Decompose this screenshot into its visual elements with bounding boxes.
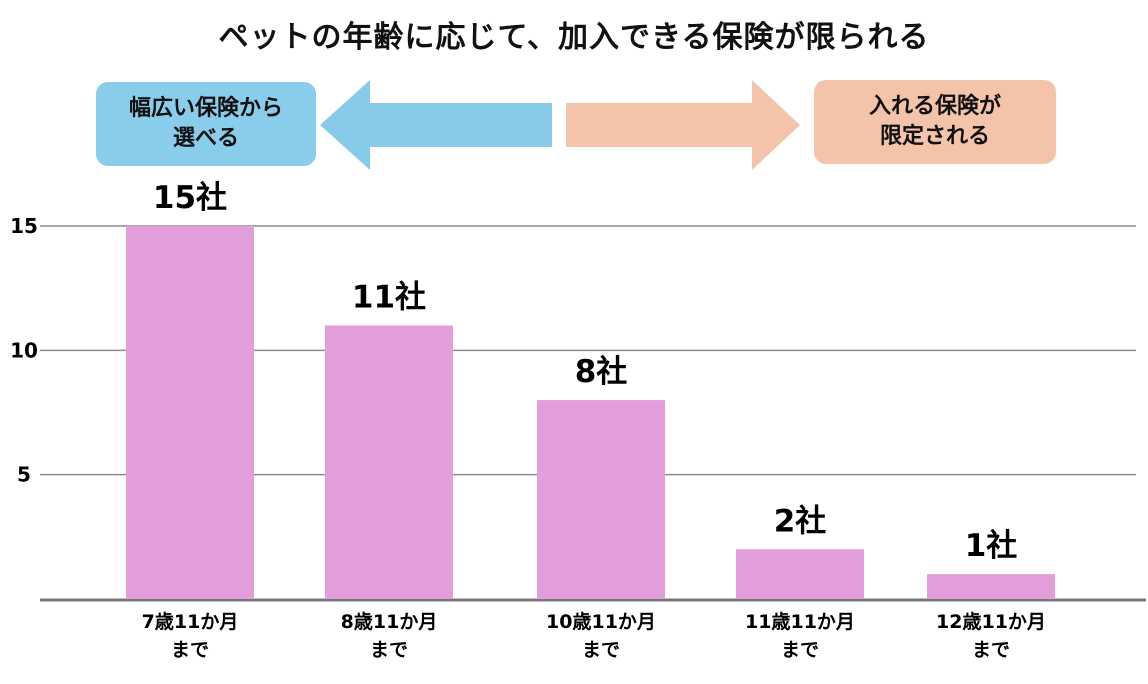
data-label: 15社	[153, 180, 227, 216]
y-tick-label: 5	[17, 463, 31, 487]
x-tick-label: 12歳11か月まで	[936, 611, 1046, 661]
x-tick-label: 7歳11か月まで	[142, 611, 239, 661]
right-arrow-icon	[566, 80, 800, 170]
bar	[927, 574, 1055, 599]
bar	[325, 325, 453, 599]
bar	[126, 226, 254, 599]
bar	[537, 400, 665, 599]
x-tick-label: 8歳11か月まで	[341, 611, 438, 661]
data-label: 1社	[965, 528, 1018, 564]
data-label: 2社	[774, 503, 827, 539]
y-tick-label: 10	[10, 338, 38, 362]
annotation-wide-choice: 幅広い保険から 選べる	[96, 82, 316, 166]
left-arrow-icon	[320, 80, 552, 170]
x-tick-label: 11歳11か月まで	[745, 611, 855, 661]
x-tick-label: 10歳11か月まで	[546, 611, 656, 661]
annotation-limited-choice: 入れる保険が 限定される	[814, 80, 1056, 164]
data-label: 8社	[575, 354, 628, 390]
data-label: 11社	[352, 279, 426, 315]
bar	[736, 549, 864, 599]
chart-title: ペットの年齢に応じて、加入できる保険が限られる	[218, 20, 930, 55]
y-tick-label: 15	[10, 214, 38, 238]
